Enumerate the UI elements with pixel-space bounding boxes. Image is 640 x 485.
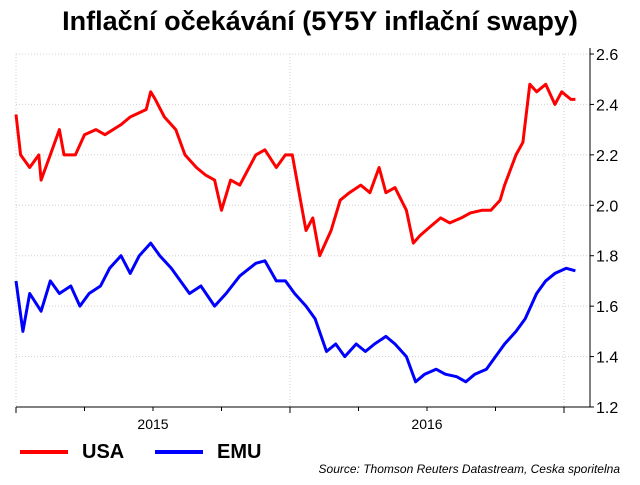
series-line-usa: [14, 82, 576, 258]
chart-title: Inflační očekávání (5Y5Y inflační swapy): [62, 6, 578, 36]
y-tick-label: 2.0: [596, 198, 618, 215]
legend-label-usa: USA: [82, 440, 125, 463]
y-tick-label: 2.6: [596, 47, 618, 64]
series-line-emu: [14, 241, 576, 384]
y-tick-label: 1.4: [596, 350, 618, 367]
legend-swatch-emu: [155, 450, 203, 454]
legend-label-emu: EMU: [217, 440, 262, 463]
legend-swatch-usa: [20, 450, 68, 454]
y-tick-label: 1.8: [596, 249, 618, 266]
source-note: Source: Thomson Reuters Datastream, Cesk…: [318, 462, 620, 476]
y-tick-label: 2.4: [596, 97, 618, 114]
legend-item-emu: EMU: [155, 437, 261, 467]
x-tick-label: 2015: [137, 416, 168, 432]
y-tick-label: 2.2: [596, 148, 618, 165]
legend-item-usa: USA: [20, 437, 124, 467]
y-tick-label: 1.2: [596, 400, 618, 417]
x-tick-label: 2016: [411, 416, 442, 432]
y-tick-label: 1.6: [596, 299, 618, 316]
